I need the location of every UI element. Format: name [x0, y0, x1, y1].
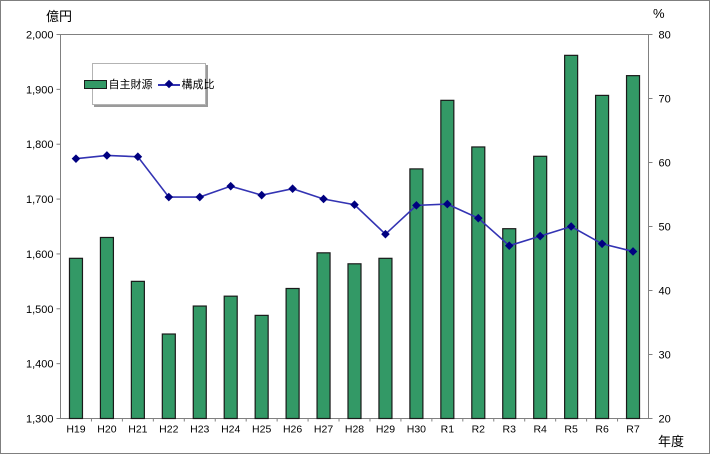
bar-H19	[68, 257, 84, 420]
marker-R6	[597, 239, 607, 249]
legend-bar-label: 自主財源	[108, 79, 153, 91]
marker-H21	[133, 152, 143, 162]
x-axis-label-H30: H30	[407, 424, 426, 436]
marker-H23	[195, 192, 205, 202]
marker-H20	[102, 151, 112, 160]
bar-R3	[502, 228, 517, 420]
x-axis-label-H25: H25	[252, 424, 271, 436]
legend-line-label: 構成比	[181, 79, 215, 91]
x-axis-label-R2: R2	[472, 424, 486, 436]
bar-R4	[533, 155, 548, 420]
bar-H21	[130, 280, 145, 420]
bar-H23	[192, 305, 207, 420]
marker-R3	[504, 241, 514, 251]
left-axis-unit-label: 億円	[46, 9, 73, 24]
bar-H27	[316, 252, 331, 420]
left-axis-tick-label: 1,700	[26, 194, 54, 206]
left-axis-tick-label: 1,900	[26, 84, 54, 96]
bar-R2	[471, 146, 486, 420]
x-axis-label-H28: H28	[345, 424, 364, 436]
right-axis-tick-label: 60	[659, 158, 671, 170]
marker-H22	[164, 192, 174, 202]
x-axis-label-H20: H20	[97, 424, 116, 436]
marker-H29	[381, 229, 390, 239]
marker-H26	[288, 184, 297, 194]
marker-H27	[319, 194, 328, 204]
right-axis-tick-label: 20	[659, 414, 671, 426]
marker-R4	[535, 231, 545, 241]
marker-R7	[628, 247, 638, 256]
x-axis-label-R6: R6	[595, 424, 609, 436]
bar-R7	[625, 75, 641, 420]
marker-H19	[71, 154, 81, 163]
x-axis-label-R3: R3	[503, 424, 517, 436]
marker-H25	[257, 190, 266, 200]
right-axis-tick-label: 50	[659, 222, 671, 234]
bar-H30	[409, 168, 424, 420]
right-axis-tick-label: 80	[659, 30, 671, 42]
right-axis-tick-label: 40	[659, 286, 671, 298]
bar-H22	[161, 333, 176, 420]
bar-H29	[378, 257, 393, 420]
left-axis-tick-label: 1,300	[26, 414, 54, 426]
left-axis-tick-label: 1,600	[26, 249, 54, 261]
left-axis-tick-label: 1,800	[26, 139, 54, 151]
x-axis-label-R1: R1	[441, 424, 455, 436]
x-axis-label-H29: H29	[376, 424, 395, 436]
bar-R5	[564, 54, 579, 420]
x-axis-label-H21: H21	[128, 424, 147, 436]
marker-H24	[226, 181, 236, 191]
left-axis-tick-label: 1,400	[26, 359, 54, 371]
legend-item-bar: 自主財源	[83, 76, 153, 92]
bar-H20	[99, 236, 115, 420]
x-axis-label-H26: H26	[283, 424, 302, 436]
x-axis-label-R4: R4	[533, 424, 547, 436]
x-axis-unit-label: 年度	[658, 434, 685, 449]
x-axis-label-H19: H19	[66, 424, 85, 436]
left-axis-tick-label: 1,500	[26, 304, 54, 316]
legend-item-line: 構成比	[153, 76, 215, 92]
bar-H28	[347, 263, 362, 420]
right-axis-tick-label: 30	[659, 350, 671, 362]
x-axis-label-R7: R7	[626, 424, 640, 436]
right-axis-unit-label: %	[653, 6, 665, 21]
x-axis-label-H23: H23	[190, 424, 209, 436]
x-axis-label-H24: H24	[221, 424, 240, 436]
marker-R1	[443, 199, 452, 209]
right-axis-tick-label: 70	[659, 94, 671, 106]
x-axis-label-H22: H22	[159, 424, 178, 436]
line-series-swatch-icon	[157, 79, 180, 89]
bar-H25	[254, 314, 269, 420]
bar-series-swatch-icon	[83, 79, 107, 89]
bar-H26	[285, 287, 300, 420]
marker-R5	[566, 222, 576, 231]
marker-R2	[473, 213, 483, 223]
marker-H30	[412, 201, 421, 210]
marker-H28	[350, 200, 359, 210]
chart-legend: 自主財源 構成比	[83, 63, 215, 105]
x-axis-label-H27: H27	[314, 424, 333, 436]
left-axis-tick-label: 2,000	[26, 30, 54, 42]
bar-R6	[594, 94, 610, 420]
bar-R1	[440, 99, 455, 420]
x-axis-label-R5: R5	[564, 424, 578, 436]
bar-H24	[223, 295, 238, 420]
